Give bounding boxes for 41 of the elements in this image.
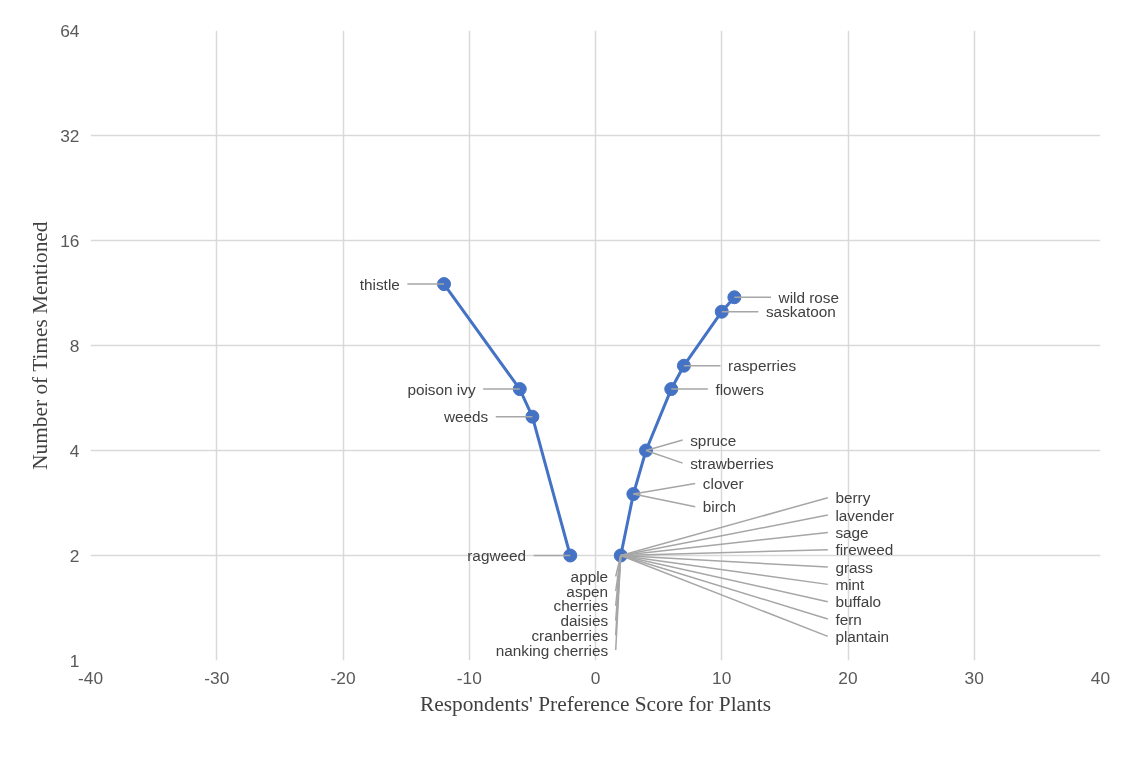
y-tick-label: 16 bbox=[60, 230, 80, 251]
annotation: poison ivy bbox=[407, 380, 476, 398]
annotation: flowers bbox=[715, 380, 765, 398]
annotation: fern bbox=[835, 610, 862, 628]
annotation: grass bbox=[835, 558, 874, 576]
annotation: thistle bbox=[359, 275, 400, 293]
annotation: sage bbox=[835, 523, 869, 541]
annotation: strawberries bbox=[690, 454, 774, 472]
x-axis-title: Respondents' Preference Score for Plants bbox=[420, 691, 771, 716]
x-tick-label: 0 bbox=[590, 667, 601, 688]
x-tick-label: 40 bbox=[1090, 667, 1111, 688]
y-tick-label: 32 bbox=[60, 125, 80, 146]
annotation: nanking cherries bbox=[495, 641, 609, 659]
annotation: plantain bbox=[835, 627, 890, 645]
x-tick-label: -30 bbox=[204, 667, 230, 688]
annotation: fireweed bbox=[835, 541, 894, 559]
annotation: weeds bbox=[442, 408, 489, 426]
annotation: saskatoon bbox=[765, 303, 836, 321]
annotation: birch bbox=[702, 498, 737, 516]
x-tick-label: 30 bbox=[964, 667, 984, 688]
x-tick-label: -40 bbox=[77, 667, 104, 688]
x-tick-label: 20 bbox=[838, 667, 858, 688]
annotation: mint bbox=[835, 575, 866, 593]
y-tick-label: 2 bbox=[69, 545, 80, 566]
y-tick-label: 4 bbox=[69, 440, 80, 461]
annotation: buffalo bbox=[835, 593, 882, 611]
y-tick-label: 1 bbox=[69, 650, 80, 671]
annotation: rasperries bbox=[728, 357, 797, 375]
x-tick-label: -10 bbox=[456, 667, 482, 688]
x-tick-label: 10 bbox=[712, 667, 732, 688]
y-axis-title: Number of Times Mentioned bbox=[28, 221, 53, 470]
annotation: berry bbox=[835, 489, 871, 507]
annotation: lavender bbox=[835, 506, 895, 524]
y-tick-label: 64 bbox=[60, 20, 80, 41]
annotation: wild rose bbox=[777, 288, 840, 306]
x-tick-label: -20 bbox=[330, 667, 356, 688]
annotation: ragweed bbox=[467, 547, 527, 564]
annotation: apple bbox=[570, 568, 609, 585]
y-tick-label: 8 bbox=[69, 335, 80, 356]
annotation: spruce bbox=[690, 431, 737, 449]
annotation: clover bbox=[702, 475, 744, 493]
